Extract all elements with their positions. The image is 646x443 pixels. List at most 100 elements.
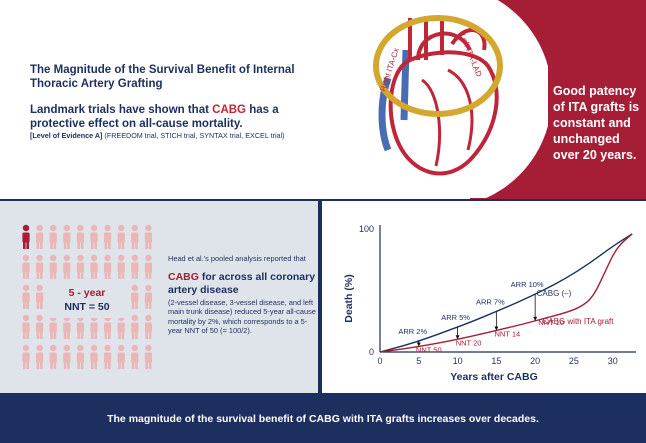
person-icon xyxy=(131,284,139,309)
person-leg xyxy=(135,301,138,309)
person-body xyxy=(49,352,57,363)
person-leg xyxy=(67,361,70,369)
person-leg xyxy=(23,301,26,309)
person-icon xyxy=(36,224,44,249)
person-head xyxy=(77,344,84,352)
person-body xyxy=(144,262,152,273)
mortality-chart: 0 5 10 15 20 25 30 0 100 Years after CABG Death (%… xyxy=(343,224,636,383)
person-icon xyxy=(36,284,44,309)
person-leg xyxy=(53,241,57,249)
person-head xyxy=(118,224,125,232)
person-leg xyxy=(63,331,67,339)
x-tick-label: 25 xyxy=(569,356,579,366)
nnt-year: 5 - year xyxy=(68,287,106,299)
person-body xyxy=(76,352,84,363)
person-leg xyxy=(131,271,135,279)
arr-arrowhead xyxy=(494,326,499,331)
person-leg xyxy=(108,241,111,249)
person-leg xyxy=(80,271,84,279)
person-icon xyxy=(49,344,57,369)
person-icon xyxy=(22,284,30,309)
person-body xyxy=(49,232,57,243)
person-body xyxy=(90,352,98,363)
analysis-intro: Head et al.'s pooled analysis reported t… xyxy=(168,254,306,263)
person-head xyxy=(36,284,43,292)
person-body xyxy=(22,322,30,333)
person-icon xyxy=(131,254,139,279)
person-head xyxy=(22,314,30,322)
person-body xyxy=(117,352,125,363)
person-head xyxy=(90,254,98,262)
person-icon xyxy=(36,254,44,279)
person-body xyxy=(76,232,84,243)
person-leg xyxy=(148,241,152,249)
section-divider-horizontal xyxy=(0,199,646,201)
person-head xyxy=(63,254,70,262)
person-leg xyxy=(145,271,148,279)
person-icon xyxy=(117,344,125,369)
person-leg xyxy=(63,271,67,279)
person-leg xyxy=(104,331,108,339)
person-icon xyxy=(104,344,112,369)
page-title: The Magnitude of the Survival Benefit of… xyxy=(30,64,295,90)
footer-text: The magnitude of the survival benefit of… xyxy=(107,413,539,425)
arr-label: ARR 5% xyxy=(441,313,470,322)
person-head xyxy=(131,224,138,232)
person-icon xyxy=(49,254,57,279)
person-icon xyxy=(144,344,152,369)
person-leg xyxy=(145,331,148,339)
person-head xyxy=(36,344,43,352)
x-tick-label: 10 xyxy=(453,356,463,366)
person-leg xyxy=(148,361,152,369)
person-leg xyxy=(80,331,84,339)
person-icon xyxy=(49,314,57,339)
landmark-cabg: CABG xyxy=(212,104,247,116)
person-body xyxy=(90,322,98,333)
analysis-cabg: CABG xyxy=(168,271,199,283)
series-label-cabg: CABG (–) xyxy=(537,289,572,298)
person-icon xyxy=(90,344,98,369)
analysis-detail: (2-vessel disease, 3-vessel disease, and… xyxy=(168,298,316,336)
person-head xyxy=(145,314,152,322)
person-leg xyxy=(26,271,29,279)
person-leg xyxy=(26,361,29,369)
evidence-trials: (FREEDOM trial, STICH trial, SYNTAX tria… xyxy=(102,131,285,140)
person-leg xyxy=(80,361,84,369)
person-head xyxy=(104,344,111,352)
person-icon xyxy=(49,224,57,249)
y-tick-label: 0 xyxy=(369,347,374,357)
person-icon xyxy=(144,224,152,249)
person-leg xyxy=(53,361,57,369)
person-body xyxy=(117,232,125,243)
person-icon xyxy=(22,344,30,369)
person-body xyxy=(36,292,44,303)
arr-label: ARR 7% xyxy=(476,297,505,306)
person-leg xyxy=(145,301,148,309)
person-leg xyxy=(40,241,43,249)
person-leg xyxy=(91,271,94,279)
person-leg xyxy=(63,361,67,369)
person-icon xyxy=(90,314,98,339)
person-head xyxy=(63,344,70,352)
person-head xyxy=(145,254,152,262)
person-head xyxy=(90,344,98,352)
person-head xyxy=(50,254,57,262)
person-leg xyxy=(148,271,152,279)
landmark-post: has a protective effect on all-cause mor… xyxy=(30,104,279,130)
person-body xyxy=(144,322,152,333)
person-icon xyxy=(131,344,139,369)
person-body xyxy=(104,322,112,333)
person-leg xyxy=(91,241,94,249)
person-head xyxy=(131,314,138,322)
evidence-line: [Level of Evidence A] (FREEDOM trial, ST… xyxy=(30,131,350,140)
person-icon xyxy=(104,314,112,339)
person-leg xyxy=(131,301,135,309)
person-leg xyxy=(23,331,26,339)
person-leg xyxy=(108,271,111,279)
person-head xyxy=(145,224,152,232)
person-body xyxy=(104,262,112,273)
y-axis-label: Death (%) xyxy=(343,274,355,322)
person-icon xyxy=(76,254,84,279)
arr-arrowhead xyxy=(455,335,460,340)
analysis-bold-rest: for across all coronary artery disease xyxy=(168,271,316,296)
